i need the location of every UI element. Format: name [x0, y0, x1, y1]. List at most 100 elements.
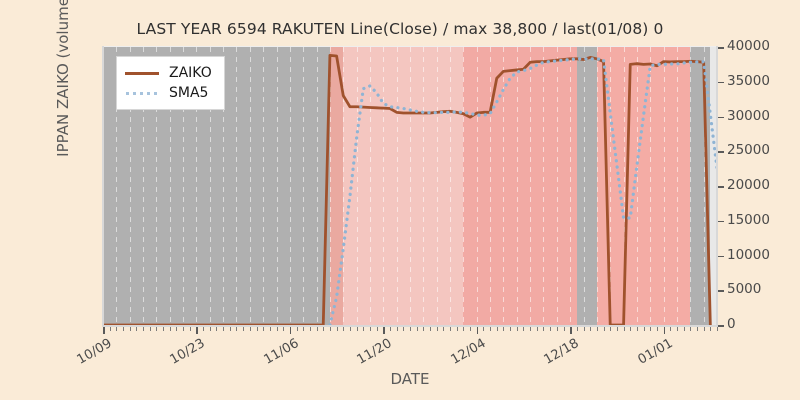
x-tick-minor: [690, 327, 692, 331]
x-tick-label: 10/23: [167, 336, 208, 368]
grid-line-vertical: [263, 47, 265, 325]
grid-line-vertical: [116, 47, 118, 325]
x-tick-minor: [236, 327, 238, 331]
plot-spine-top: [102, 46, 718, 47]
grid-line-vertical: [556, 47, 558, 325]
grid-line-vertical: [476, 47, 478, 325]
background-band: [463, 47, 577, 325]
x-tick-minor: [416, 327, 418, 331]
x-tick-minor: [496, 327, 498, 331]
x-tick-minor: [470, 327, 472, 331]
x-tick-minor: [717, 327, 718, 331]
grid-line-vertical: [183, 47, 185, 325]
x-tick-minor: [590, 327, 592, 331]
grid-line-vertical: [676, 47, 678, 325]
grid-line-vertical: [663, 47, 665, 325]
grid-line-vertical: [143, 47, 145, 325]
grid-line-vertical: [236, 47, 238, 325]
background-band: [576, 47, 597, 325]
x-tick-minor: [410, 327, 411, 331]
x-tick-minor: [436, 327, 438, 331]
grid-line-vertical: [223, 47, 225, 325]
grid-line-vertical: [396, 47, 398, 325]
y-tick-mark: [718, 116, 724, 119]
x-tick-minor: [510, 327, 512, 331]
x-tick-label: 12/04: [448, 336, 489, 368]
x-tick-minor: [356, 327, 358, 331]
legend-label-zaiko: ZAIKO: [169, 65, 212, 81]
grid-line-vertical: [369, 47, 371, 325]
background-band: [596, 47, 691, 325]
grid-line-vertical: [169, 47, 171, 325]
grid-line-vertical: [156, 47, 158, 325]
y-tick-mark: [718, 290, 724, 292]
x-tick-minor: [683, 327, 685, 331]
chart-legend[interactable]: ZAIKO SMA5: [116, 56, 225, 110]
plot-spine-right: [716, 46, 718, 326]
grid-line-vertical: [530, 47, 532, 325]
x-tick-minor: [229, 327, 231, 331]
x-tick-minor: [256, 327, 258, 331]
y-tick-label: 20000: [727, 177, 770, 193]
x-tick-minor: [189, 327, 191, 331]
x-tick-major: [196, 327, 199, 334]
legend-item-zaiko[interactable]: ZAIKO: [125, 63, 212, 83]
data-series-svg: [103, 53, 717, 325]
x-tick-minor: [109, 327, 111, 331]
x-tick-minor: [703, 327, 705, 331]
grid-line-vertical: [623, 47, 625, 325]
x-tick-minor: [623, 327, 625, 331]
x-tick-minor: [483, 327, 485, 331]
grid-line-vertical: [703, 47, 705, 325]
x-tick-minor: [656, 327, 658, 331]
grid-line-vertical: [596, 47, 598, 325]
x-tick-major: [103, 327, 105, 334]
x-tick-minor: [543, 327, 545, 331]
y-tick-label: 10000: [727, 246, 770, 263]
x-tick-minor: [650, 327, 652, 331]
x-tick-minor: [363, 327, 365, 331]
plot-spine-bottom: [102, 325, 718, 327]
x-tick-minor: [643, 327, 645, 331]
x-tick-minor: [396, 327, 398, 331]
grid-line-vertical: [410, 47, 411, 325]
legend-item-sma5[interactable]: SMA5: [125, 83, 212, 103]
grid-line-vertical: [303, 47, 305, 325]
grid-line-vertical: [289, 47, 291, 325]
x-tick-minor: [203, 327, 205, 331]
grid-line-vertical: [636, 47, 638, 325]
chart-title: LAST YEAR 6594 RAKUTEN Line(Close) / max…: [136, 20, 664, 38]
x-tick-minor: [149, 327, 151, 331]
background-band: [329, 47, 344, 325]
x-tick-minor: [563, 327, 565, 331]
x-tick-minor: [283, 327, 285, 331]
x-tick-major: [663, 327, 666, 334]
legend-label-sma5: SMA5: [169, 85, 209, 101]
x-tick-minor: [223, 327, 225, 331]
grid-line-vertical: [316, 47, 318, 325]
x-tick-minor: [530, 327, 532, 331]
grid-line-vertical: [490, 47, 492, 325]
y-tick-label: 15000: [727, 211, 770, 228]
x-tick-minor: [143, 327, 145, 331]
x-tick-minor: [389, 327, 391, 331]
x-tick-minor: [630, 327, 632, 331]
x-tick-minor: [296, 327, 298, 331]
x-tick-minor: [329, 327, 331, 331]
x-tick-minor: [583, 327, 585, 331]
x-tick-minor: [676, 327, 678, 331]
y-tick-label: 25000: [727, 142, 770, 159]
x-tick-minor: [269, 327, 271, 331]
x-tick-minor: [303, 327, 305, 331]
x-tick-major: [570, 327, 572, 334]
plot-area: [103, 47, 717, 325]
x-tick-minor: [349, 327, 351, 331]
grid-line-vertical: [329, 47, 331, 325]
x-tick-label: 12/18: [541, 336, 582, 368]
x-tick-minor: [343, 327, 345, 331]
background-band: [710, 47, 717, 325]
series-line-zaiko: [103, 53, 712, 325]
x-tick-minor: [263, 327, 265, 331]
y-tick-label: 5000: [727, 281, 762, 298]
x-tick-minor: [596, 327, 598, 331]
